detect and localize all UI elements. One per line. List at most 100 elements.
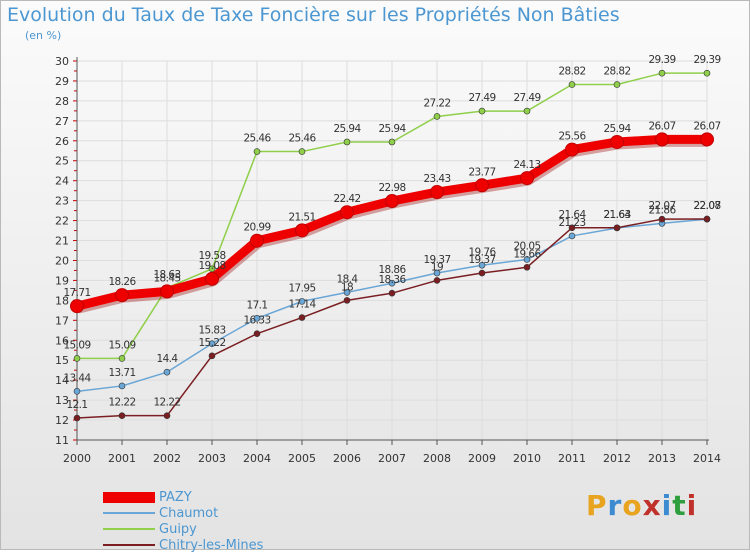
data-label: 18.26 bbox=[108, 276, 136, 288]
y-tick-label: 13 bbox=[55, 394, 69, 407]
data-label: 25.46 bbox=[243, 133, 271, 145]
y-tick-label: 29 bbox=[55, 75, 69, 88]
data-point bbox=[70, 299, 84, 314]
data-label: 13.44 bbox=[63, 372, 91, 384]
data-label: 17.95 bbox=[288, 282, 315, 294]
data-point bbox=[478, 269, 486, 277]
data-label: 18.45 bbox=[153, 272, 180, 284]
logo-letter: i bbox=[661, 489, 673, 522]
legend-swatch bbox=[103, 523, 155, 535]
data-point bbox=[433, 277, 441, 284]
data-label: 21.51 bbox=[288, 211, 315, 223]
data-point bbox=[475, 178, 489, 193]
data-label: 20.05 bbox=[513, 240, 540, 252]
data-label: 21.64 bbox=[558, 209, 586, 221]
data-point bbox=[430, 185, 444, 200]
data-label: 22.07 bbox=[693, 200, 720, 212]
data-label: 22.42 bbox=[333, 193, 360, 205]
x-tick-label: 2011 bbox=[558, 452, 586, 465]
data-point bbox=[208, 340, 216, 347]
axes: 11 12 13 14 15 16 17 18 19 20 21 22 23 24 25 26 27 28 29 30… bbox=[55, 55, 721, 465]
legend-label: Chaumot bbox=[159, 505, 219, 521]
data-label: 13.71 bbox=[108, 367, 135, 379]
legend-label: Guipy bbox=[159, 521, 197, 537]
y-tick-label: 17 bbox=[55, 314, 69, 327]
data-point bbox=[433, 269, 441, 277]
data-point bbox=[385, 194, 399, 209]
data-point bbox=[115, 288, 129, 303]
y-tick-label: 27 bbox=[55, 115, 69, 128]
data-point bbox=[703, 215, 711, 223]
x-tick-label: 2006 bbox=[333, 452, 361, 465]
data-label: 22.07 bbox=[648, 200, 675, 212]
data-label: 14.4 bbox=[157, 353, 179, 365]
data-label: 17.71 bbox=[63, 287, 90, 299]
data-point bbox=[205, 271, 219, 286]
data-label: 19.66 bbox=[513, 248, 541, 260]
legend-item: Chaumot bbox=[103, 505, 263, 521]
data-point bbox=[658, 215, 666, 223]
data-label: 18.36 bbox=[378, 274, 406, 286]
y-tick-label: 20 bbox=[55, 254, 69, 267]
y-tick-label: 30 bbox=[55, 55, 69, 68]
data-point bbox=[655, 132, 669, 147]
x-tick-label: 2009 bbox=[468, 452, 496, 465]
proxiti-logo: Proxiti bbox=[586, 489, 697, 522]
data-point bbox=[340, 205, 354, 220]
data-point bbox=[388, 279, 396, 287]
data-label: 15.09 bbox=[63, 339, 90, 351]
data-point bbox=[298, 148, 306, 155]
data-point bbox=[613, 81, 621, 88]
data-point bbox=[703, 69, 711, 77]
y-tick-label: 19 bbox=[55, 274, 69, 287]
data-point bbox=[298, 298, 306, 305]
legend-item: Guipy bbox=[103, 521, 263, 537]
data-point bbox=[250, 233, 264, 248]
y-tick-label: 14 bbox=[55, 374, 69, 387]
y-tick-label: 12 bbox=[55, 414, 69, 427]
x-tick-label: 2013 bbox=[648, 452, 676, 465]
data-label: 27.49 bbox=[513, 92, 540, 104]
data-label: 25.94 bbox=[333, 123, 361, 135]
logo-letter: t bbox=[672, 489, 687, 522]
data-label: 26.07 bbox=[693, 120, 720, 132]
data-point bbox=[208, 352, 216, 360]
data-label: 18.86 bbox=[378, 264, 406, 276]
data-label: 22.98 bbox=[378, 182, 405, 194]
data-label: 21.63 bbox=[603, 209, 630, 221]
x-tick-label: 2004 bbox=[243, 452, 271, 465]
data-point bbox=[478, 107, 486, 115]
logo-letter: i bbox=[686, 489, 698, 522]
data-point bbox=[118, 412, 126, 419]
data-point bbox=[73, 355, 81, 362]
data-point bbox=[343, 297, 351, 304]
data-point bbox=[118, 355, 126, 362]
legend-item: Chitry-les-Mines bbox=[103, 537, 263, 553]
data-point bbox=[613, 224, 621, 232]
data-label: 29.39 bbox=[693, 54, 720, 66]
data-point bbox=[478, 261, 486, 269]
data-label: 27.49 bbox=[468, 92, 495, 104]
y-tick-label: 21 bbox=[55, 235, 69, 248]
y-tick-label: 11 bbox=[55, 434, 69, 447]
x-tick-label: 2007 bbox=[378, 452, 406, 465]
legend-swatch bbox=[103, 507, 155, 519]
data-label: 27.22 bbox=[423, 97, 450, 109]
data-point bbox=[343, 289, 351, 296]
data-point bbox=[118, 382, 126, 390]
data-label: 16.33 bbox=[243, 315, 270, 327]
x-tick-label: 2002 bbox=[153, 452, 181, 465]
data-label: 12.22 bbox=[108, 397, 135, 409]
logo-letter: x bbox=[642, 489, 662, 522]
x-tick-label: 2012 bbox=[603, 452, 631, 465]
data-label: 19.58 bbox=[198, 250, 225, 262]
data-label: 17.1 bbox=[247, 299, 268, 311]
data-label: 18.63 bbox=[153, 269, 180, 281]
data-label: 26.07 bbox=[648, 120, 675, 132]
data-label: 19.37 bbox=[423, 254, 450, 266]
data-point bbox=[568, 224, 576, 232]
data-point bbox=[523, 263, 531, 271]
y-tick-label: 16 bbox=[55, 334, 69, 347]
data-label: 19 bbox=[431, 261, 443, 273]
